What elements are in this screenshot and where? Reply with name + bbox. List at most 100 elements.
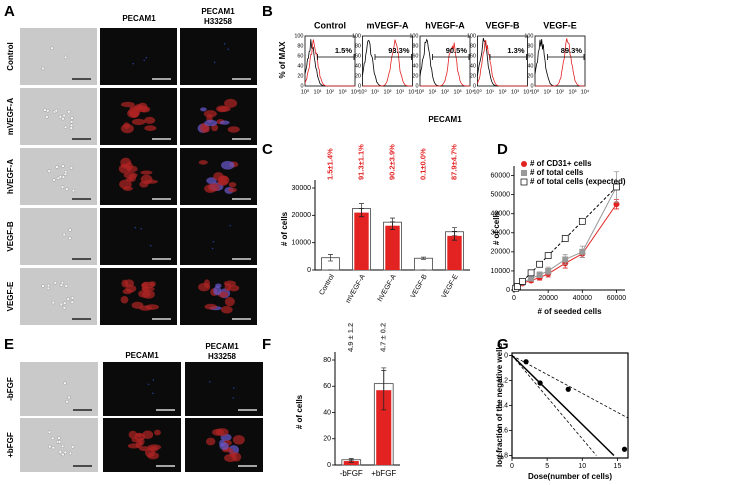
marker [544, 252, 552, 260]
y-tick-label: -0.4 [496, 402, 508, 409]
stain [221, 160, 235, 170]
x-axis-label: Dose(number of cells) [528, 472, 612, 481]
annotation: 1.5±1.4% [325, 148, 334, 180]
cell [50, 46, 54, 50]
stain [147, 444, 162, 451]
brightfield-image [20, 208, 97, 265]
legend-label: # of CD31+ cells [530, 159, 592, 168]
y-axis-label: # of cells [492, 210, 501, 245]
point [523, 359, 529, 365]
stain [147, 383, 150, 386]
cell [69, 123, 74, 127]
y-tick-label: 0 [506, 287, 510, 294]
panel-label: E [4, 336, 14, 353]
stain [211, 247, 214, 250]
y-tick-label: 80 [412, 43, 418, 49]
y-tick-label: 60 [297, 53, 303, 59]
x-tick-label: 10³ [339, 89, 347, 95]
y-tick-label: 0 [473, 83, 476, 89]
cell [46, 109, 50, 113]
cell [59, 283, 64, 287]
cell [67, 110, 71, 114]
stain [144, 125, 157, 131]
stain [229, 224, 231, 227]
x-tick-label: 15 [614, 463, 622, 470]
y-tick-label: 0 [530, 83, 533, 89]
gate-percent: 1.3% [507, 46, 524, 55]
y-tick-label: 100 [409, 33, 418, 39]
stain [147, 452, 160, 460]
y-tick-label: -0.2 [496, 377, 508, 384]
row-label: -bFGF [6, 377, 15, 401]
column-header: PECAM1 [122, 14, 156, 23]
x-tick-label: 10³ [396, 89, 404, 95]
cell [63, 125, 68, 129]
cell [65, 187, 69, 191]
y-tick-label: 60 [470, 53, 476, 59]
cell [65, 399, 69, 404]
histogram-curve [419, 38, 470, 87]
y-tick-label: 40 [527, 63, 533, 69]
y-tick-label: 50000 [491, 191, 511, 198]
y-tick-label: 80 [355, 43, 361, 49]
cell [48, 444, 52, 449]
x-tick-label: 10⁴ [466, 88, 475, 95]
error-bar [381, 370, 387, 411]
histogram-curve [304, 39, 355, 87]
cell [63, 301, 67, 305]
point [621, 446, 628, 452]
gate [317, 54, 355, 60]
stain [220, 305, 233, 314]
y-tick-label: 0 [358, 83, 361, 89]
fluorescence-image [100, 148, 177, 205]
row-label: VEGF-B [6, 221, 15, 251]
stain [127, 443, 140, 449]
error-bar [452, 231, 457, 241]
legend-label: # of total cells (expected) [530, 177, 626, 186]
x-tick-label: 10² [441, 89, 449, 95]
fluorescence-image [180, 208, 257, 265]
stain [145, 56, 148, 59]
stain [223, 42, 226, 45]
x-tick-label: 10¹ [486, 89, 494, 95]
error-bar [328, 254, 333, 262]
gate-percent: 90.5% [446, 46, 468, 55]
cell [64, 284, 68, 288]
stain [212, 240, 215, 243]
legend-marker [521, 170, 527, 176]
cell [62, 232, 66, 237]
cell [43, 108, 47, 112]
stain [231, 452, 242, 462]
x-tick-label: 10⁴ [581, 88, 590, 95]
marker [519, 278, 526, 285]
stain [217, 179, 228, 186]
stain [139, 181, 149, 188]
stain [204, 119, 218, 127]
stain [149, 281, 156, 287]
marker [545, 267, 552, 274]
x-tick-label: 10⁴ [523, 88, 532, 95]
fluorescence-image [100, 268, 177, 325]
marker [613, 183, 620, 191]
stain [204, 303, 218, 310]
error-bar [348, 459, 354, 463]
marker [561, 235, 569, 242]
point [537, 380, 543, 386]
column-header: H33258 [204, 17, 233, 26]
x-tick-label: 10⁰ [358, 88, 367, 95]
x-tick-label: -bFGF [340, 469, 363, 478]
stain [228, 187, 238, 193]
cell [51, 446, 55, 450]
stain [219, 442, 229, 451]
gate [432, 54, 470, 60]
stain [224, 296, 235, 307]
cell [63, 450, 68, 455]
stain [232, 434, 245, 445]
stain [198, 160, 208, 165]
fluorescence-image [100, 88, 177, 145]
stain [219, 120, 230, 125]
gate [374, 54, 412, 60]
row-label: VEGF-E [6, 281, 15, 311]
gate-percent: 93.3% [388, 46, 410, 55]
annotation: 4.9 ± 1.2 [346, 323, 355, 352]
